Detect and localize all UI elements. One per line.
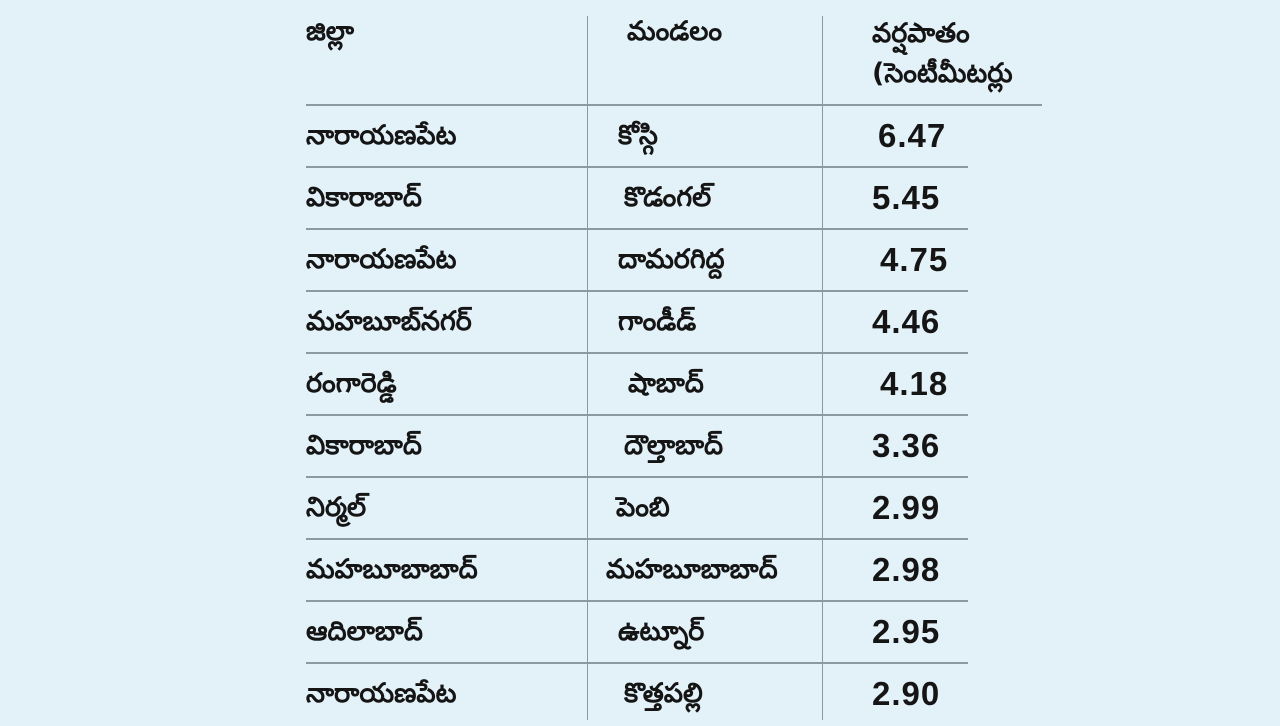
row-divider bbox=[306, 476, 968, 478]
rainfall-cell: 4.18 bbox=[880, 365, 949, 402]
table-row: మహబూబాబాద్ మహబూబాబాద్ 2.98 bbox=[306, 540, 1046, 602]
rainfall-cell: 6.47 bbox=[878, 117, 947, 154]
mandal-cell: ఉట్నూర్ bbox=[618, 616, 705, 647]
mandal-cell: పెంబి bbox=[616, 492, 670, 523]
header-mandal: మండలం bbox=[627, 16, 723, 47]
row-divider bbox=[306, 228, 968, 230]
table-row: నారాయణపేట దామరగిద్ద 4.75 bbox=[306, 230, 1046, 292]
mandal-cell: కొత్తపల్లి bbox=[624, 678, 703, 709]
district-cell: వికారాబాద్ bbox=[306, 182, 422, 213]
table-row: నారాయణపేట కొత్తపల్లి 2.90 bbox=[306, 664, 1046, 726]
district-cell: నారాయణపేట bbox=[306, 120, 457, 151]
row-divider bbox=[306, 414, 968, 416]
mandal-cell: కోస్గి bbox=[618, 120, 658, 151]
rainfall-cell: 4.46 bbox=[872, 303, 941, 340]
rainfall-cell: 2.95 bbox=[872, 613, 941, 650]
row-divider bbox=[306, 290, 968, 292]
table-row: వికారాబాద్ కొడంగల్ 5.45 bbox=[306, 168, 1046, 230]
mandal-cell: దౌల్తాబాద్ bbox=[624, 430, 724, 461]
district-cell: నిర్మల్ bbox=[306, 492, 367, 523]
mandal-cell: మహబూబాబాద్ bbox=[606, 554, 778, 585]
header-district: జిల్లా bbox=[306, 16, 355, 47]
column-divider bbox=[822, 16, 823, 720]
table-row: ఆదిలాబాద్ ఉట్నూర్ 2.95 bbox=[306, 602, 1046, 664]
district-cell: నారాయణపేట bbox=[306, 678, 457, 709]
rainfall-table: జిల్లా మండలం వర్షపాతం (సెంటీమీటర్లు నారా… bbox=[306, 0, 1046, 720]
district-cell: నారాయణపేట bbox=[306, 244, 457, 275]
rainfall-cell: 4.75 bbox=[880, 241, 949, 278]
table-header: జిల్లా మండలం వర్షపాతం (సెంటీమీటర్లు bbox=[306, 0, 1046, 104]
header-divider bbox=[306, 104, 1042, 106]
row-divider bbox=[306, 352, 968, 354]
header-rainfall: వర్షపాతం (సెంటీమీటర్లు bbox=[872, 18, 1013, 89]
rainfall-cell: 2.90 bbox=[872, 675, 941, 712]
table-row: నిర్మల్ పెంబి 2.99 bbox=[306, 478, 1046, 540]
table-row: నారాయణపేట కోస్గి 6.47 bbox=[306, 106, 1046, 168]
row-divider bbox=[306, 538, 968, 540]
district-cell: మహబూబ్‌నగర్ bbox=[306, 306, 472, 337]
rainfall-cell: 2.98 bbox=[872, 551, 941, 588]
mandal-cell: కొడంగల్ bbox=[624, 182, 712, 213]
district-cell: వికారాబాద్ bbox=[306, 430, 422, 461]
rainfall-cell: 5.45 bbox=[872, 179, 941, 216]
district-cell: మహబూబాబాద్ bbox=[306, 554, 478, 585]
row-divider bbox=[306, 662, 968, 664]
table-row: రంగారెడ్డి షాబాద్ 4.18 bbox=[306, 354, 1046, 416]
district-cell: రంగారెడ్డి bbox=[306, 368, 397, 399]
district-cell: ఆదిలాబాద్ bbox=[306, 616, 423, 647]
table-row: మహబూబ్‌నగర్ గాండీడ్ 4.46 bbox=[306, 292, 1046, 354]
column-divider bbox=[587, 16, 588, 720]
mandal-cell: దామరగిద్ద bbox=[618, 244, 725, 275]
rainfall-cell: 2.99 bbox=[872, 489, 941, 526]
rainfall-cell: 3.36 bbox=[872, 427, 941, 464]
table-row: వికారాబాద్ దౌల్తాబాద్ 3.36 bbox=[306, 416, 1046, 478]
row-divider bbox=[306, 600, 968, 602]
row-divider bbox=[306, 166, 968, 168]
mandal-cell: షాబాద్ bbox=[628, 368, 704, 399]
mandal-cell: గాండీడ్ bbox=[618, 306, 697, 337]
